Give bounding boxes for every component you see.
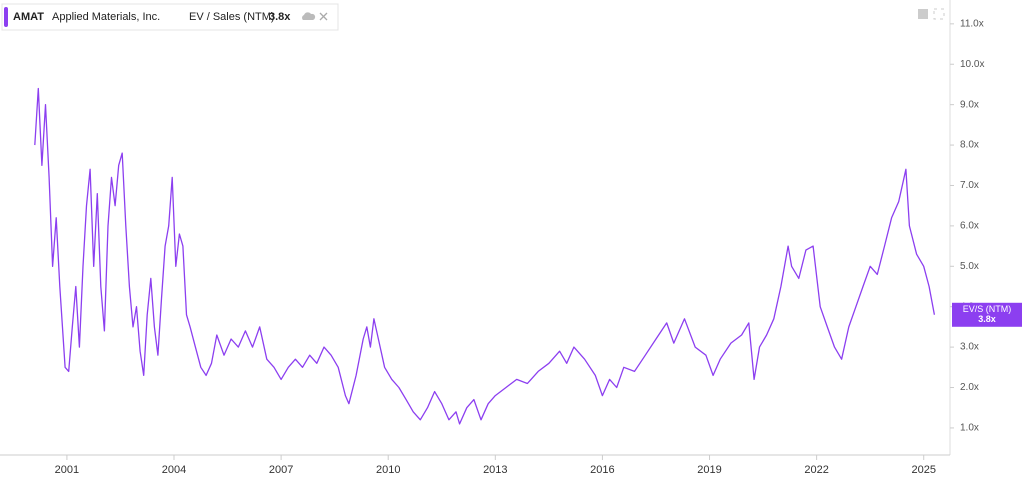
x-tick-label: 2013 (483, 464, 507, 476)
pin-icon[interactable] (918, 9, 928, 19)
ticker: AMAT (13, 11, 44, 23)
expand-icon[interactable] (933, 8, 945, 20)
x-tick-label: 2022 (804, 464, 828, 476)
end-label: EV/S (NTM) (963, 304, 1012, 314)
x-tick-label: 2001 (55, 464, 79, 476)
legend-label: EV / Sales (NTM) (189, 11, 275, 23)
series-line (34, 87, 936, 425)
y-tick-label: 8.0x (960, 140, 979, 151)
y-tick-label: 7.0x (960, 180, 979, 191)
company: Applied Materials, Inc. (52, 11, 160, 23)
y-tick-label: 1.0x (960, 423, 979, 434)
close-icon[interactable] (319, 12, 328, 21)
legend-box (1, 3, 339, 31)
x-tick-label: 2016 (590, 464, 614, 476)
end-label-box (952, 302, 1022, 327)
x-tick-label: 2004 (162, 464, 186, 476)
y-tick-label: 10.0x (960, 59, 984, 70)
y-tick-label: 5.0x (960, 261, 979, 272)
legend-swatch (4, 7, 8, 27)
y-tick-label: 6.0x (960, 221, 979, 232)
y-tick-label: 9.0x (960, 99, 979, 110)
y-tick-label: 11.0x (960, 18, 984, 29)
x-tick-label: 2007 (269, 464, 293, 476)
x-tick-label: 2019 (697, 464, 721, 476)
x-tick-label: 2025 (911, 464, 935, 476)
y-tick-label: 2.0x (960, 382, 979, 393)
x-tick-label: 2010 (376, 464, 400, 476)
y-tick-label: 3.0x (960, 342, 979, 353)
legend: AMAT Applied Materials, Inc. EV / Sales … (1, 3, 339, 31)
end-value: 3.8x (978, 314, 996, 324)
cloud-icon[interactable] (302, 12, 316, 20)
legend-value: 3.8x (269, 11, 291, 23)
